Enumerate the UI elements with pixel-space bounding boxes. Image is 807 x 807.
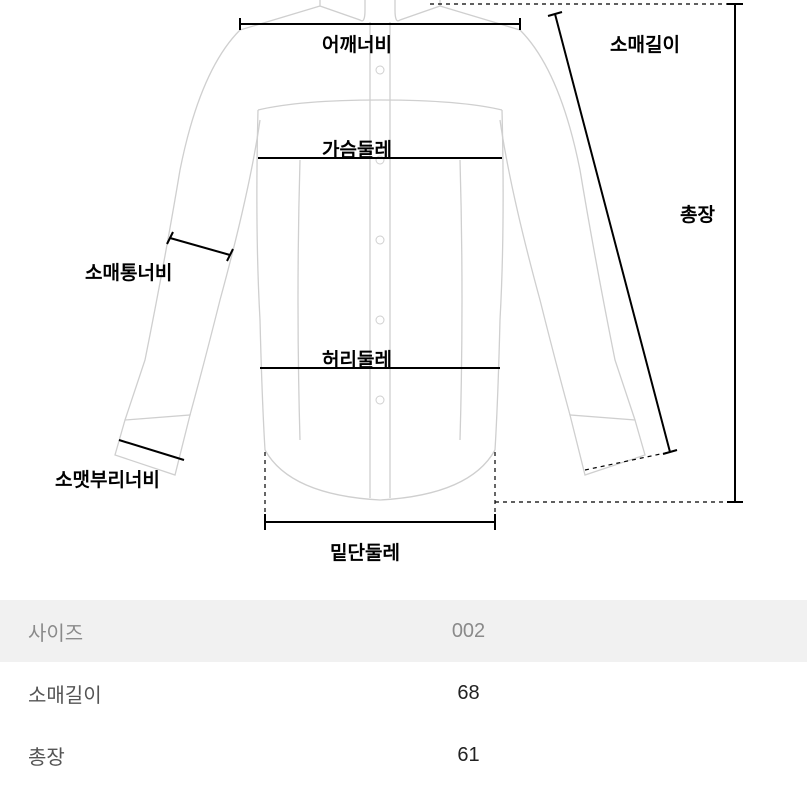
label-total-length: 총장: [680, 200, 715, 227]
label-chest: 가슴둘레: [322, 135, 392, 162]
shirt-measurement-diagram: 어깨너비 소매길이 가슴둘레 총장 소매통너비 허리둘레 소맷부리너비 밑단둘레: [0, 0, 807, 600]
size-table: 사이즈 002 소매길이 68 총장 61: [0, 600, 807, 786]
label-waist: 허리둘레: [322, 345, 392, 372]
table-header-label: 사이즈: [0, 617, 190, 646]
table-row: 총장 61: [0, 724, 807, 786]
label-shoulder: 어깨너비: [322, 30, 392, 57]
label-sleeve-length: 소매길이: [610, 30, 680, 57]
row-label: 총장: [0, 741, 190, 770]
table-header-value: 002: [190, 620, 807, 643]
row-value: 61: [190, 744, 807, 767]
table-row: 소매길이 68: [0, 662, 807, 724]
row-label: 소매길이: [0, 679, 190, 708]
table-header-row: 사이즈 002: [0, 600, 807, 662]
label-cuff-width: 소맷부리너비: [55, 465, 160, 492]
label-hem: 밑단둘레: [330, 538, 400, 565]
row-value: 68: [190, 682, 807, 705]
shirt-svg: [0, 0, 807, 600]
label-sleeve-width: 소매통너비: [85, 258, 172, 285]
